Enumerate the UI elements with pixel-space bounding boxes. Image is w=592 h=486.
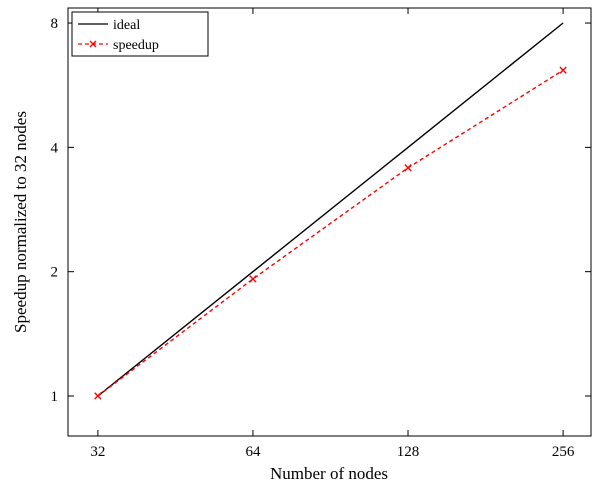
x-tick-label-64: 64: [245, 444, 261, 460]
y-tick-label-1: 1: [51, 389, 59, 405]
data-point-stroke-b: [249, 275, 257, 283]
data-point-stroke-b: [94, 392, 102, 400]
data-point-stroke-b: [404, 164, 412, 172]
x-tick-label-256: 256: [552, 444, 575, 460]
legend-speedup-marker: [89, 40, 97, 48]
data-point-speedup-128: [404, 164, 412, 172]
x-tick-label-128: 128: [397, 444, 420, 460]
series-line-ideal: [97, 22, 564, 397]
y-tick-label-2: 2: [51, 265, 59, 281]
legend-ideal-label: ideal: [113, 18, 140, 33]
x-tick-label-32: 32: [90, 444, 105, 460]
series-layer: [94, 22, 567, 400]
data-point-stroke-b: [559, 66, 567, 74]
data-point-speedup-256: [559, 66, 567, 74]
series-line-speedup: [97, 69, 564, 397]
y-axis-label: Speedup normalized to 32 nodes: [11, 111, 30, 333]
data-point-speedup-64: [249, 275, 257, 283]
plot-area: [67, 7, 592, 437]
legend-speedup-label: speedup: [113, 38, 159, 53]
legend: ideal speedup: [71, 11, 209, 57]
y-tick-label-8: 8: [51, 16, 59, 32]
data-point-speedup-32: [94, 392, 102, 400]
legend-box: [71, 11, 209, 57]
x-axis-label: Number of nodes: [270, 464, 388, 483]
axis-ticks: 32 64 128 256 1 2 4 8: [51, 8, 591, 460]
y-tick-label-4: 4: [51, 140, 59, 156]
